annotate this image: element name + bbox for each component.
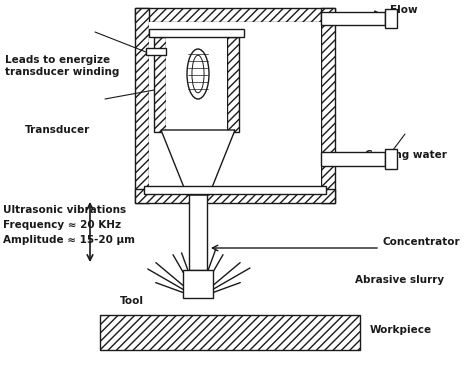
Bar bbox=[154, 37, 166, 132]
Polygon shape bbox=[161, 130, 235, 195]
Bar bbox=[135, 189, 335, 203]
Text: Ultrasonic vibrations
Frequency ≈ 20 KHz
Amplitude ≈ 15-20 μm: Ultrasonic vibrations Frequency ≈ 20 KHz… bbox=[3, 205, 135, 245]
Bar bbox=[135, 8, 335, 22]
Bar bbox=[166, 37, 227, 132]
Bar bbox=[321, 8, 335, 203]
Bar bbox=[385, 149, 397, 169]
Bar bbox=[135, 8, 149, 203]
Bar bbox=[100, 315, 360, 350]
Bar bbox=[385, 9, 397, 28]
Text: Concentrator: Concentrator bbox=[383, 237, 461, 247]
Bar bbox=[146, 48, 166, 55]
Ellipse shape bbox=[192, 55, 204, 93]
Bar bbox=[149, 22, 321, 189]
Ellipse shape bbox=[187, 49, 209, 99]
Bar bbox=[183, 270, 213, 298]
Text: Leads to energize
transducer winding: Leads to energize transducer winding bbox=[5, 55, 119, 77]
Bar bbox=[321, 152, 385, 166]
Text: Transducer: Transducer bbox=[25, 125, 90, 135]
Text: Flow: Flow bbox=[390, 5, 418, 15]
Bar bbox=[227, 37, 239, 132]
Text: Cooling water: Cooling water bbox=[365, 150, 447, 160]
Text: Workpiece: Workpiece bbox=[370, 325, 432, 335]
Text: Abrasive slurry: Abrasive slurry bbox=[355, 275, 444, 285]
Bar bbox=[149, 29, 244, 37]
Bar bbox=[144, 186, 326, 194]
Bar bbox=[321, 12, 385, 25]
Bar bbox=[189, 194, 207, 270]
Text: Tool: Tool bbox=[120, 296, 144, 306]
